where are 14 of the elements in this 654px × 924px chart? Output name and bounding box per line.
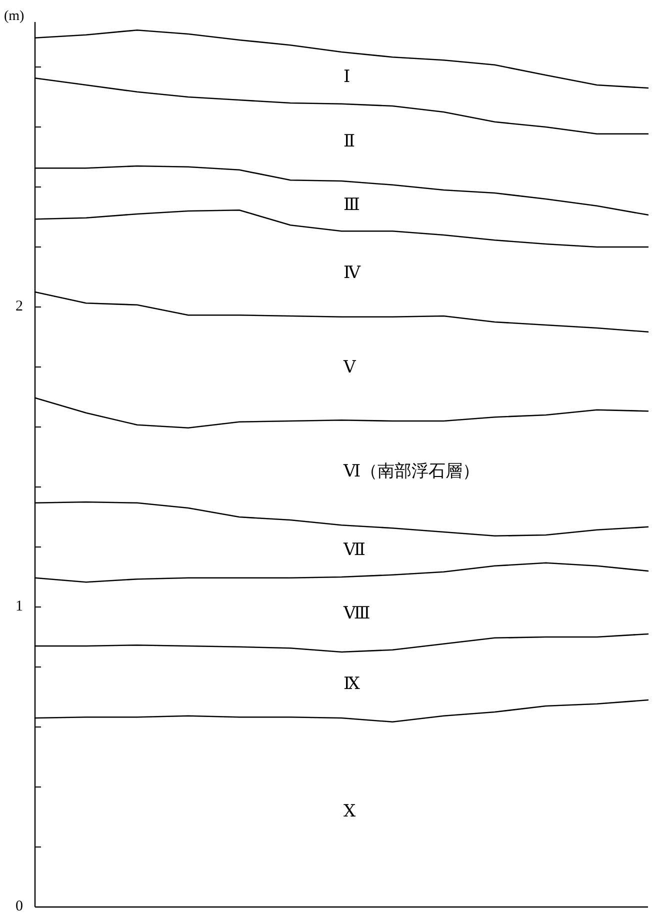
annotation: Ⅹ: [344, 801, 356, 820]
annotation: Ⅱ: [344, 131, 356, 150]
y-tick-label: 2: [16, 298, 23, 314]
annotation: Ⅸ: [344, 674, 360, 693]
annotation: Ⅵ（南部浮石層）: [342, 462, 480, 481]
annotation: Ⅳ: [344, 262, 362, 282]
annotation: Ⅷ: [342, 603, 370, 622]
y-tick-label: 0: [16, 898, 23, 914]
annotation: Ⅶ: [342, 540, 366, 559]
annotation: Ⅰ: [344, 66, 350, 86]
annotation: Ⅴ: [342, 357, 356, 376]
y-axis-title: (m): [4, 9, 25, 24]
y-tick-label: 1: [16, 598, 23, 614]
annotation: Ⅲ: [344, 194, 360, 214]
